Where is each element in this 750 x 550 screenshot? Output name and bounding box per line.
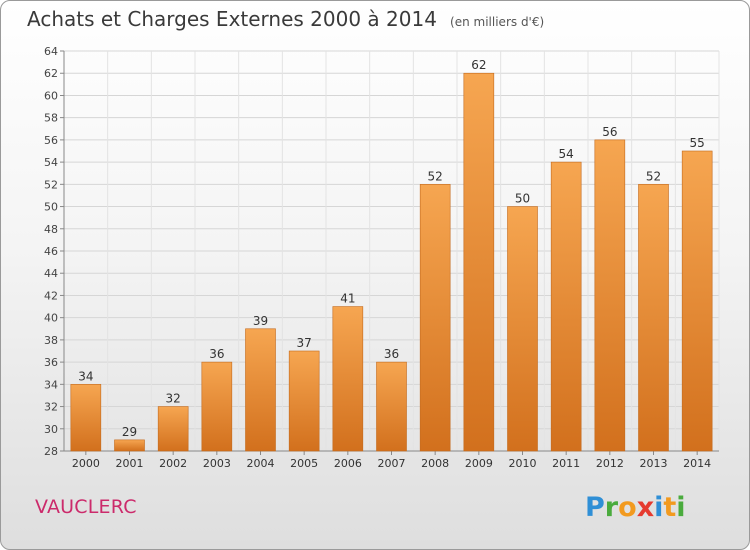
y-tick-label: 46 xyxy=(44,245,58,258)
x-tick-label: 2005 xyxy=(290,457,318,470)
y-tick-label: 34 xyxy=(44,378,58,391)
y-tick-label: 62 xyxy=(44,67,58,80)
bar xyxy=(114,439,145,452)
bar xyxy=(463,72,495,452)
bar xyxy=(681,150,713,452)
data-label: 29 xyxy=(122,425,137,439)
x-tick-label: 2006 xyxy=(334,457,362,470)
bars xyxy=(70,72,713,452)
y-tick-label: 56 xyxy=(44,134,58,147)
bar xyxy=(594,139,626,452)
x-tick-label: 2003 xyxy=(203,457,231,470)
data-label: 54 xyxy=(559,147,574,161)
value-labels: 34 29 32 36 39 37 41 36 52 62 50 54 56 52 55 xyxy=(78,58,705,439)
x-tick-label: 2013 xyxy=(640,457,668,470)
bar xyxy=(70,384,102,452)
bar xyxy=(157,406,189,452)
bar xyxy=(201,361,233,452)
x-tick-label: 2014 xyxy=(683,457,711,470)
data-label: 41 xyxy=(340,292,355,306)
y-tick-label: 54 xyxy=(44,156,58,169)
x-tick-label: 2008 xyxy=(421,457,449,470)
data-label: 50 xyxy=(515,192,530,206)
x-tick-label: 2009 xyxy=(465,457,493,470)
tick-labels: 28 30 32 34 36 38 40 42 44 46 48 50 52 54 56 58 60 62 64 20… xyxy=(44,45,711,470)
bar xyxy=(376,361,407,452)
bar xyxy=(288,350,320,452)
proxiti-logo: Proxiti xyxy=(585,492,686,523)
x-tick-label: 2001 xyxy=(116,457,144,470)
y-tick-label: 60 xyxy=(44,89,58,102)
x-tick-label: 2010 xyxy=(509,457,537,470)
data-label: 56 xyxy=(602,125,617,139)
data-label: 62 xyxy=(471,58,486,72)
y-tick-label: 40 xyxy=(44,312,58,325)
data-label: 52 xyxy=(428,169,443,183)
y-tick-label: 44 xyxy=(44,267,58,280)
x-tick-label: 2002 xyxy=(159,457,187,470)
x-tick-label: 2011 xyxy=(552,457,580,470)
data-label: 37 xyxy=(297,336,312,350)
data-label: 32 xyxy=(166,392,181,406)
data-label: 36 xyxy=(384,347,399,361)
bar xyxy=(245,328,276,452)
chart-header: Achats et Charges Externes 2000 à 2014 (… xyxy=(27,7,544,31)
y-tick-label: 42 xyxy=(44,289,58,302)
bar xyxy=(419,184,451,452)
y-tick-label: 50 xyxy=(44,201,58,214)
commune-name: VAUCLERC xyxy=(35,496,137,518)
x-tick-label: 2012 xyxy=(596,457,624,470)
x-tick-label: 2000 xyxy=(72,457,100,470)
y-tick-label: 30 xyxy=(44,423,58,436)
data-label: 52 xyxy=(646,169,661,183)
svg-text:Proxiti: Proxiti xyxy=(585,492,686,523)
data-label: 36 xyxy=(209,347,224,361)
data-label: 55 xyxy=(690,136,705,150)
y-tick-label: 32 xyxy=(44,401,58,414)
bar xyxy=(507,206,538,452)
x-tick-label: 2004 xyxy=(247,457,275,470)
y-tick-label: 36 xyxy=(44,356,58,369)
x-tick-label: 2007 xyxy=(378,457,406,470)
data-label: 39 xyxy=(253,314,268,328)
y-tick-label: 48 xyxy=(44,223,58,236)
bar xyxy=(638,184,669,452)
chart-subtitle: (en milliers d'€) xyxy=(450,15,545,29)
y-tick-label: 52 xyxy=(44,178,58,191)
y-tick-label: 28 xyxy=(44,445,58,458)
bar xyxy=(550,161,582,452)
data-label: 34 xyxy=(78,369,93,383)
y-tick-label: 38 xyxy=(44,334,58,347)
chart-title: Achats et Charges Externes 2000 à 2014 xyxy=(27,7,437,31)
y-tick-label: 64 xyxy=(44,45,58,58)
y-tick-label: 58 xyxy=(44,112,58,125)
bar xyxy=(332,306,364,452)
